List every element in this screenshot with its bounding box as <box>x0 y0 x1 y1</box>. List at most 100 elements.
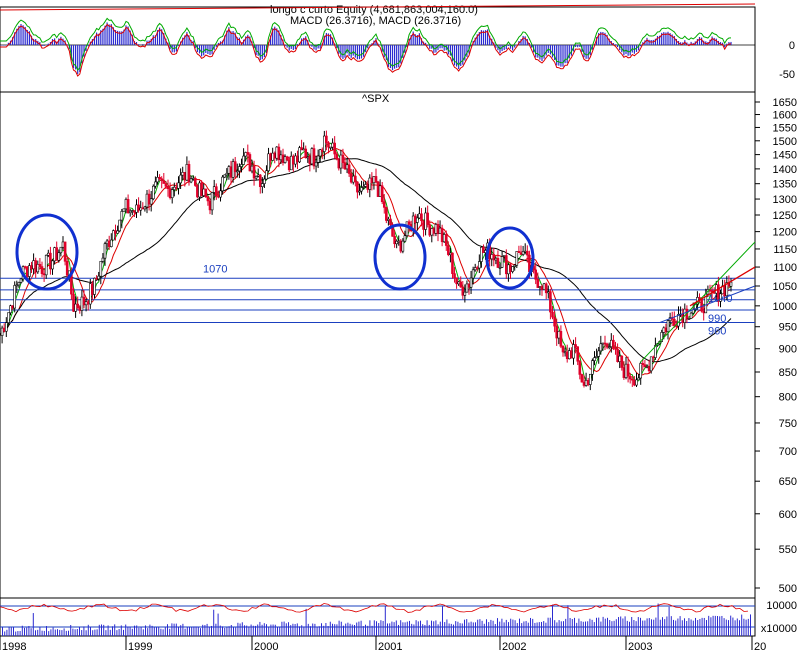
macd-bar <box>270 35 272 45</box>
candle-body <box>154 181 157 187</box>
macd-bar <box>535 45 537 58</box>
price-tick-label: 1150 <box>773 244 797 256</box>
volume-bar <box>567 605 569 636</box>
candle-body <box>534 269 538 280</box>
volume-bar <box>538 622 540 636</box>
macd-bar <box>54 38 56 45</box>
volume-bar <box>439 621 441 636</box>
candle-body <box>513 264 517 267</box>
macd-bar <box>213 45 215 50</box>
macd-bar <box>480 30 482 45</box>
candle-body <box>401 240 405 252</box>
candle-body <box>430 228 434 236</box>
trend-lines <box>639 241 756 363</box>
volume-bar <box>129 626 131 636</box>
candle-body <box>714 284 718 294</box>
macd-bar <box>274 26 276 45</box>
candle-body <box>509 264 512 272</box>
candle-body <box>11 305 14 309</box>
volume-bar <box>217 613 219 636</box>
volume-bar <box>398 624 399 636</box>
candle-body <box>208 200 212 211</box>
volume-bar <box>87 624 89 636</box>
volume-bar <box>310 626 311 636</box>
volume-bar <box>303 626 305 636</box>
macd-bar <box>696 39 698 45</box>
candle-body <box>597 350 601 357</box>
candle-body <box>156 176 159 183</box>
volume-bar <box>642 620 644 636</box>
volume-bar <box>206 623 208 636</box>
volume-bar <box>431 620 432 636</box>
candle-body <box>225 172 229 176</box>
candle-body <box>607 346 611 349</box>
candle-body <box>143 206 147 210</box>
volume-bar <box>151 625 153 636</box>
volume-bar <box>101 624 102 636</box>
candle-body <box>200 182 203 196</box>
candle-body <box>639 363 643 379</box>
candle-body <box>331 142 334 148</box>
volume-bar <box>558 620 560 636</box>
macd-bar <box>156 30 159 45</box>
macd-bar <box>311 45 313 47</box>
volume-bar <box>114 624 116 636</box>
volume-bar <box>393 622 395 636</box>
volume-bar <box>79 627 80 636</box>
macd-bar <box>62 38 64 45</box>
candle-body <box>279 154 283 161</box>
price-tick-label: 1300 <box>773 194 797 206</box>
candle-body <box>444 234 448 246</box>
candle-body <box>306 156 310 159</box>
year-tick-label: 1999 <box>128 641 152 652</box>
candle-body <box>194 178 197 186</box>
candle-body <box>420 213 423 222</box>
macd-bar <box>507 45 509 47</box>
candle-body <box>519 252 523 255</box>
candle-body <box>337 158 341 169</box>
macd-bar <box>247 34 249 45</box>
volume-bar <box>404 622 406 636</box>
candle-body <box>641 363 645 365</box>
volume-bar <box>512 619 514 636</box>
candle-body <box>294 155 297 165</box>
candle-body <box>434 224 438 234</box>
candle-body <box>229 166 233 178</box>
macd-bar <box>451 45 454 62</box>
macd-bar <box>462 45 464 65</box>
macd-tick-label: 0 <box>789 40 795 52</box>
macd-bar <box>28 31 30 45</box>
macd-bar <box>661 32 663 45</box>
candle-body <box>318 149 322 157</box>
macd-bar <box>356 45 358 60</box>
volume-bar <box>437 624 439 636</box>
volume-bar <box>591 619 593 636</box>
macd-bar <box>184 35 186 45</box>
volume-bar <box>387 623 388 636</box>
candle-body <box>677 314 680 327</box>
candle-body <box>103 243 107 259</box>
macd-bar <box>701 37 703 45</box>
candle-body <box>147 193 151 205</box>
volume-bar <box>356 622 358 636</box>
macd-bar <box>236 37 238 45</box>
candle-body <box>202 188 205 196</box>
macd-bar <box>495 45 497 48</box>
macd-bar <box>470 45 472 47</box>
volume-bar <box>475 622 476 636</box>
candle-body <box>372 176 376 184</box>
candle-body <box>206 196 210 202</box>
volume-panel <box>0 603 755 636</box>
candle-body <box>219 190 222 198</box>
volume-bar <box>98 624 100 636</box>
candle-body <box>612 339 615 349</box>
candle-body <box>637 377 640 381</box>
candle-body <box>246 152 250 155</box>
volume-bar <box>406 621 408 636</box>
macd-bar <box>711 36 713 45</box>
candle-body <box>223 174 226 178</box>
volume-bar <box>545 622 547 636</box>
macd-bar <box>305 36 307 45</box>
volume-bar <box>145 625 146 636</box>
volume-bar <box>169 628 171 636</box>
